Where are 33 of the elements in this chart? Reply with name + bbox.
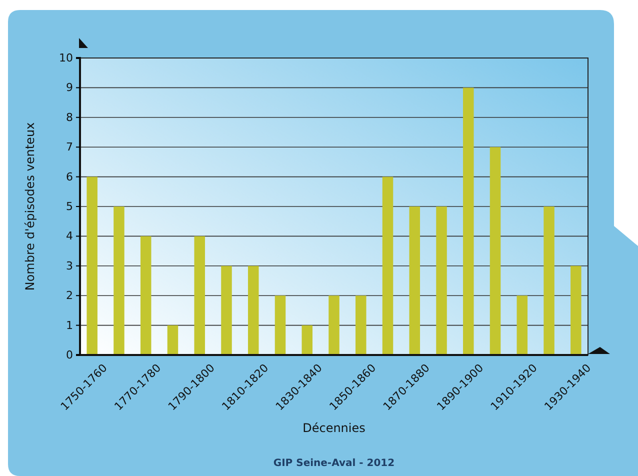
- bar: [167, 325, 178, 355]
- y-axis-title: Nombre d'épisodes venteux: [23, 122, 37, 291]
- bar: [436, 206, 447, 355]
- bar: [248, 266, 259, 355]
- bar: [302, 325, 312, 355]
- bar: [114, 206, 124, 355]
- bar: [194, 236, 205, 355]
- y-tick-label: 6: [66, 170, 73, 184]
- bar: [409, 206, 420, 355]
- y-tick-label: 8: [66, 110, 73, 124]
- y-tick-label: 5: [66, 200, 73, 214]
- bar: [463, 88, 474, 355]
- bar: [140, 236, 152, 355]
- bar: [86, 176, 98, 355]
- y-tick-label: 4: [66, 230, 73, 243]
- text: GIP Seine-Aval - 2012: [273, 458, 395, 469]
- bar: [382, 176, 394, 355]
- y-tick-label: 10: [59, 52, 73, 65]
- bar: [490, 147, 501, 355]
- y-tick-label: 1: [66, 318, 73, 332]
- y-tick-label: 7: [66, 140, 73, 154]
- y-tick-label: 2: [66, 289, 73, 302]
- x-axis-title: Décennies: [302, 421, 366, 435]
- bar: [221, 266, 232, 355]
- y-tick-label: 0: [66, 348, 73, 362]
- bar: [274, 296, 286, 355]
- bar: [570, 266, 582, 355]
- bar: [356, 296, 366, 355]
- y-tick-label: 3: [66, 259, 73, 272]
- y-tick-label: 9: [66, 81, 73, 94]
- bar: [544, 206, 554, 355]
- bar: [328, 296, 340, 355]
- bar: [516, 296, 528, 355]
